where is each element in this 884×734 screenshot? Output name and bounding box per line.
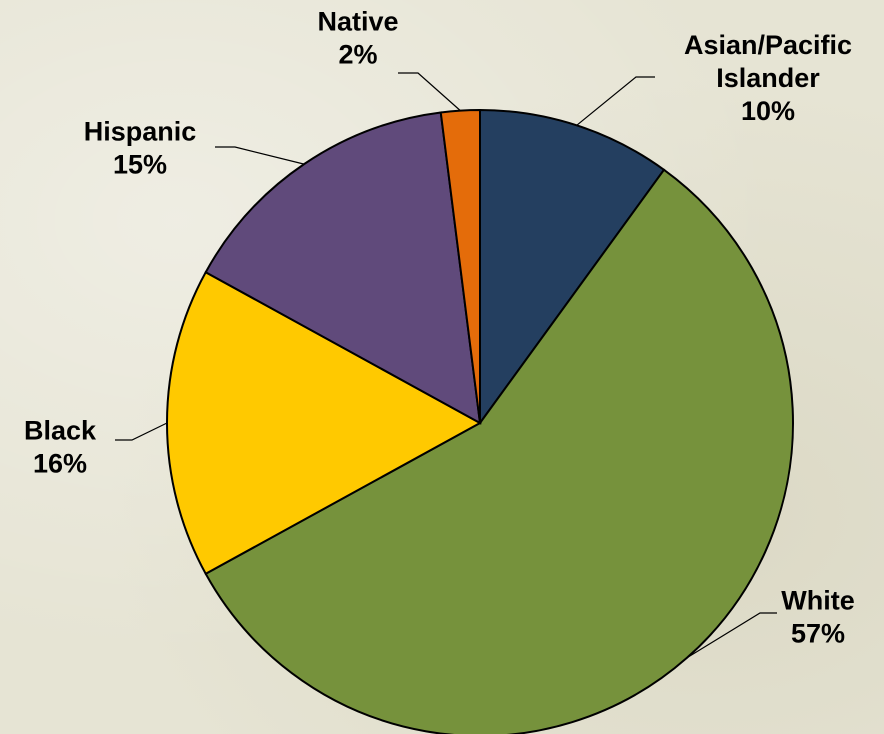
slice-name-hispanic: Hispanic [84, 117, 197, 147]
leader-line-asian-pacific-islander [576, 76, 655, 126]
slice-label-native: Native 2% [317, 7, 398, 70]
slice-name-asian-pacific-islander: Asian/Pacific [684, 30, 852, 60]
slice-label-white: White 57% [781, 586, 855, 649]
slice-name-black: Black [24, 416, 97, 446]
slice-name-white: White [781, 586, 855, 616]
slice-name-asian-pacific-islander: Islander [716, 63, 820, 93]
slice-labels: Asian/Pacific Islander 10% White 57% Black 16%… [24, 7, 855, 649]
leader-line-native [398, 72, 461, 112]
slice-label-black: Black 16% [24, 416, 97, 479]
leader-line-hispanic [215, 146, 305, 165]
pie-slice-white [204, 168, 794, 734]
slice-percent-black: 16% [33, 449, 87, 479]
leader-line-black [115, 422, 168, 441]
slice-label-asian-pacific-islander: Asian/Pacific Islander 10% [684, 30, 852, 126]
slice-percent-asian-pacific-islander: 10% [741, 96, 795, 126]
slice-label-hispanic: Hispanic 15% [84, 117, 197, 180]
leader-lines [115, 72, 777, 659]
slice-name-native: Native [317, 7, 398, 37]
slice-percent-native: 2% [338, 40, 377, 70]
pie-slice-native [439, 108, 481, 424]
pie-slices [166, 108, 794, 734]
slice-percent-hispanic: 15% [113, 150, 167, 180]
leader-line-white [686, 612, 777, 659]
slice-percent-white: 57% [791, 619, 845, 649]
pie-slice-hispanic [204, 111, 482, 425]
